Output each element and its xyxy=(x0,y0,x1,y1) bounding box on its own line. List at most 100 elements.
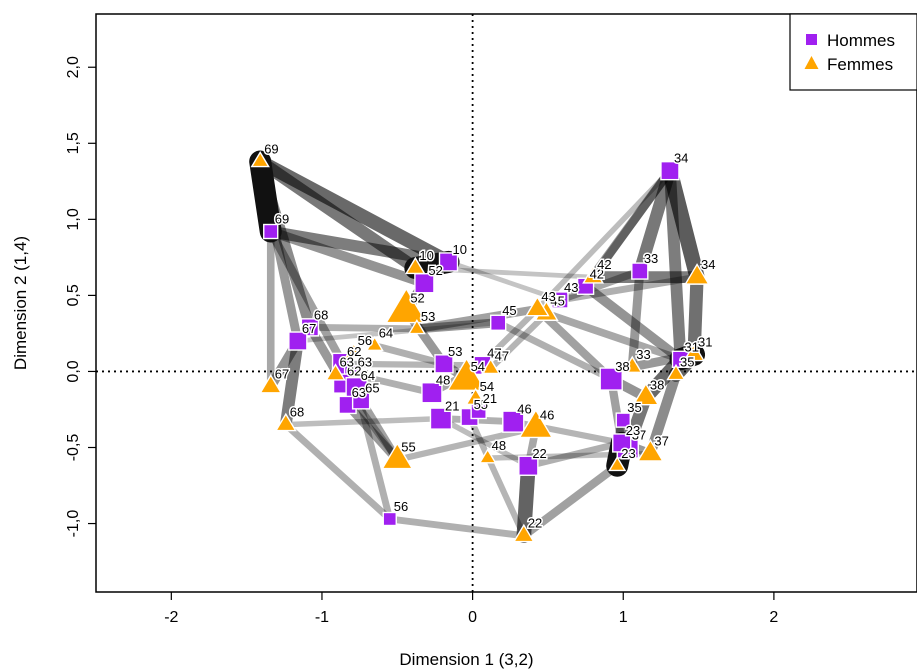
point-label: 47 xyxy=(487,345,501,360)
x-axis-title: Dimension 1 (3,2) xyxy=(399,650,533,669)
point-hommes xyxy=(434,354,454,374)
reference-lines xyxy=(96,14,917,592)
point-label: 53 xyxy=(448,344,462,359)
point-femmes xyxy=(385,287,428,324)
point-label: 42 xyxy=(597,257,611,272)
point-label: 63 xyxy=(358,354,372,369)
point-label: 55 xyxy=(401,440,415,455)
point-label: 52 xyxy=(410,291,424,306)
point-label: 47 xyxy=(495,348,509,363)
point-label: 33 xyxy=(636,347,650,362)
legend-label-hommes: Hommes xyxy=(827,31,895,50)
legend-marker-femmes xyxy=(804,56,819,69)
point-femmes xyxy=(525,295,550,317)
point-label: 34 xyxy=(701,257,715,272)
point-label: 52 xyxy=(428,263,442,278)
point-label: 54 xyxy=(471,359,485,374)
edge-line xyxy=(687,270,704,362)
point-hommes xyxy=(263,223,279,240)
edge-line xyxy=(487,310,550,372)
point-label: 62 xyxy=(347,364,361,379)
y-tick-label: 0,0 xyxy=(65,360,82,382)
point-label: 48 xyxy=(492,438,506,453)
point-femmes xyxy=(405,256,426,275)
point-hommes xyxy=(351,391,371,410)
edge-line xyxy=(446,259,563,303)
edge-line xyxy=(524,439,626,470)
point-femmes xyxy=(636,438,664,462)
points-layer xyxy=(250,150,710,543)
edge-line xyxy=(516,458,536,544)
point-label: 38 xyxy=(650,377,664,392)
y-tick-label: 2,0 xyxy=(65,56,82,78)
edge-line xyxy=(353,384,394,523)
point-label: 65 xyxy=(365,380,379,395)
point-label: 31 xyxy=(698,335,712,350)
point-label: 63 xyxy=(340,354,354,369)
point-label: 43 xyxy=(564,280,578,295)
point-label: 67 xyxy=(275,367,289,382)
point-label: 22 xyxy=(532,446,546,461)
point-hommes xyxy=(599,367,623,391)
point-label: 64 xyxy=(379,326,393,341)
x-tick-label: -2 xyxy=(164,609,178,626)
point-hommes xyxy=(288,331,308,351)
legend-marker-hommes xyxy=(806,34,817,45)
point-label: 69 xyxy=(264,142,278,157)
edge-line xyxy=(283,415,444,428)
axes-layer: -2 -1 0 1 2 -1,0 -0,5 0,0 0,5 1,0 1,5 2,0 xyxy=(65,56,778,626)
point-hommes xyxy=(518,455,539,476)
point-hommes xyxy=(612,433,632,453)
point-label: 46 xyxy=(517,402,531,417)
point-label: 67 xyxy=(302,321,316,336)
edge-line xyxy=(265,226,430,289)
point-label: 23 xyxy=(626,423,640,438)
edges-layer xyxy=(252,154,705,544)
point-label: 34 xyxy=(674,151,688,166)
point-femmes xyxy=(446,357,487,391)
legend: Hommes Femmes xyxy=(789,13,917,91)
point-label: 22 xyxy=(528,516,542,531)
point-label: 21 xyxy=(483,391,497,406)
point-hommes xyxy=(421,382,443,404)
edge-line xyxy=(580,281,686,365)
edge-line xyxy=(664,164,687,366)
point-femmes xyxy=(684,263,710,285)
point-label: 55 xyxy=(474,397,488,412)
point-femmes xyxy=(683,342,706,362)
point-label: 54 xyxy=(480,379,494,394)
edge-line xyxy=(386,515,528,540)
point-hommes xyxy=(438,252,459,272)
point-femmes xyxy=(365,335,384,351)
x-tick-label: -1 xyxy=(315,609,329,626)
y-tick-label: 1,0 xyxy=(65,208,82,230)
point-label: 62 xyxy=(347,344,361,359)
point-label: 38 xyxy=(615,359,629,374)
point-femmes xyxy=(274,412,297,432)
edge-line xyxy=(494,319,615,383)
edge-line xyxy=(542,309,685,364)
point-label: 46 xyxy=(540,408,554,423)
point-label: 43 xyxy=(541,289,555,304)
point-label: 35 xyxy=(680,354,694,369)
point-femmes xyxy=(666,363,686,381)
point-femmes xyxy=(465,387,486,405)
point-label: 68 xyxy=(290,405,304,420)
point-label: 35 xyxy=(627,400,641,415)
point-hommes xyxy=(631,262,649,280)
point-femmes xyxy=(608,455,627,472)
point-label: 42 xyxy=(590,266,604,281)
edge-line xyxy=(279,335,304,431)
point-label: 23 xyxy=(621,446,635,461)
point-label: 56 xyxy=(358,333,372,348)
edge-line xyxy=(371,342,448,368)
point-label: 31 xyxy=(684,339,698,354)
edge-line xyxy=(588,166,675,282)
y-axis-title: Dimension 2 (1,4) xyxy=(11,236,30,370)
point-label: 63 xyxy=(352,385,366,400)
edge-line xyxy=(627,266,645,372)
x-tick-label: 0 xyxy=(468,609,477,626)
point-femmes xyxy=(407,318,426,335)
y-tick-label: -0,5 xyxy=(65,434,82,462)
